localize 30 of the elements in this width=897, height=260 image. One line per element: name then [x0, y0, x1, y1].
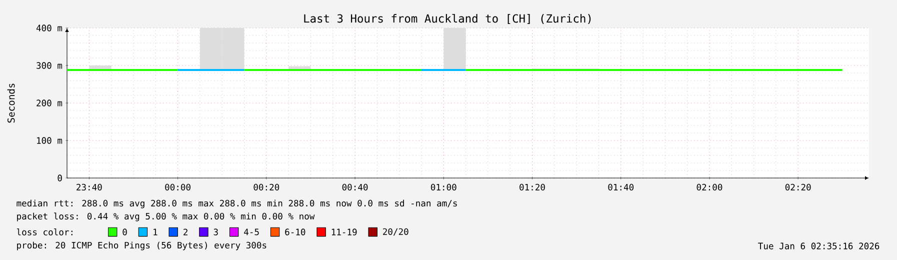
- x-tick-label: 00:40: [342, 184, 368, 191]
- x-tick-label: 01:40: [608, 184, 634, 191]
- text: Tue Jan 6 02:35:16 2026: [758, 242, 880, 250]
- bar: [444, 28, 466, 70]
- y-tick-label: 300 m: [36, 62, 62, 69]
- legend-label: 3: [214, 228, 218, 236]
- x-tick-label: 02:00: [696, 184, 722, 191]
- y-tick-label: 0: [58, 174, 62, 182]
- x-tick-label: 02:20: [785, 184, 811, 191]
- x-tick-label: 01:00: [430, 184, 456, 191]
- text: packet loss: 0.44 % avg 5.00 % max 0.00 % min 0.00 % now: [17, 212, 315, 222]
- y-tick-label: 100 m: [37, 137, 62, 144]
- x-tick-label: 01:20: [520, 184, 545, 191]
- chart-title: Last 3 Hours from Auckland to [CH] (Zurich): [304, 14, 591, 24]
- text: median rtt: 288.0 ms avg 288.0 ms max 288.0 ms min 288.0 ms now 0.0 ms sd -nan am/s: [16, 200, 457, 208]
- x-tick-label: 23:40: [76, 184, 102, 191]
- legend-title: loss color:: [16, 228, 72, 236]
- y-tick-label: 400 m: [36, 24, 62, 32]
- legend-label: 0: [122, 228, 127, 236]
- text: probe: 20 ICMP Echo Pings (56 Bytes) every 300s: [17, 242, 266, 250]
- x-tick-label: 00:00: [165, 184, 190, 191]
- legend-label: 1: [154, 228, 158, 236]
- y-tick-label: 200 m: [36, 100, 62, 106]
- legend-label: 20/20: [383, 228, 408, 236]
- legend-label: 2: [184, 228, 188, 236]
- legend-label: 6-10: [285, 228, 306, 236]
- legend-label: 4-5: [244, 228, 259, 236]
- y-axis-title: Seconds: [7, 84, 15, 123]
- legend-label: 11-19: [332, 228, 357, 236]
- x-tick-label: 00:20: [254, 184, 280, 191]
